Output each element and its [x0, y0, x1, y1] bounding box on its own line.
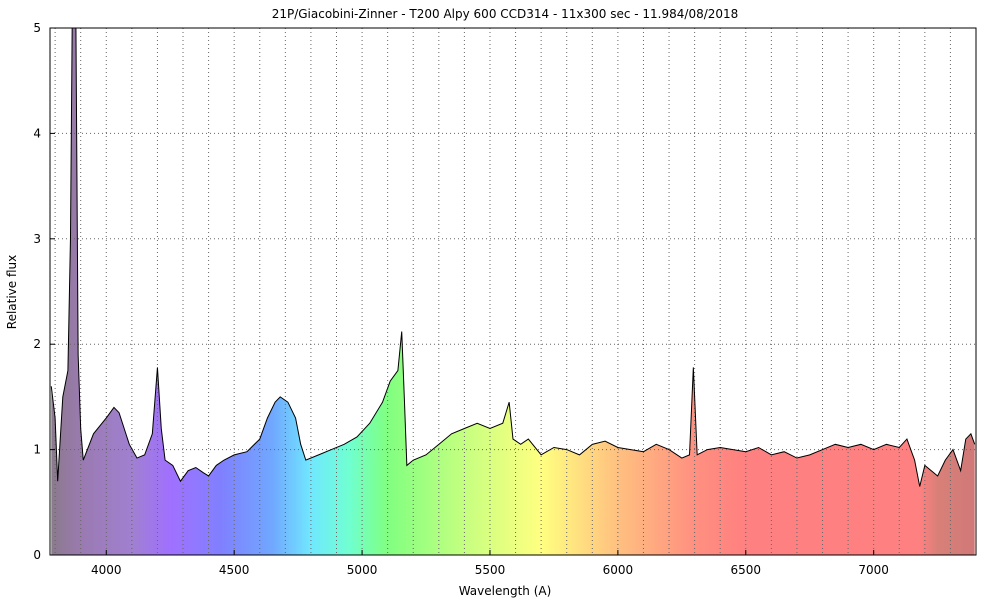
y-tick-label: 5	[33, 21, 41, 35]
x-tick-label: 4000	[91, 563, 122, 577]
x-tick-label: 5500	[475, 563, 506, 577]
plot-frame	[49, 27, 977, 556]
y-tick-label: 3	[33, 232, 41, 246]
x-tick-label: 6000	[603, 563, 634, 577]
area-fill	[51, 28, 975, 555]
spectrum-line	[50, 28, 976, 487]
x-axis-label: Wavelength (A)	[459, 584, 552, 598]
y-axis-label: Relative flux	[5, 255, 19, 329]
y-tick-label: 1	[33, 443, 41, 457]
chart-title: 21P/Giacobini-Zinner - T200 Alpy 600 CCD…	[272, 7, 739, 21]
x-tick-label: 6500	[731, 563, 762, 577]
x-tick-label: 4500	[219, 563, 250, 577]
y-tick-label: 4	[33, 126, 41, 140]
x-tick-label: 5000	[347, 563, 378, 577]
y-tick-label: 0	[33, 548, 41, 562]
x-tick-label: 7000	[858, 563, 889, 577]
plot-area	[51, 28, 975, 555]
y-tick-label: 2	[33, 337, 41, 351]
